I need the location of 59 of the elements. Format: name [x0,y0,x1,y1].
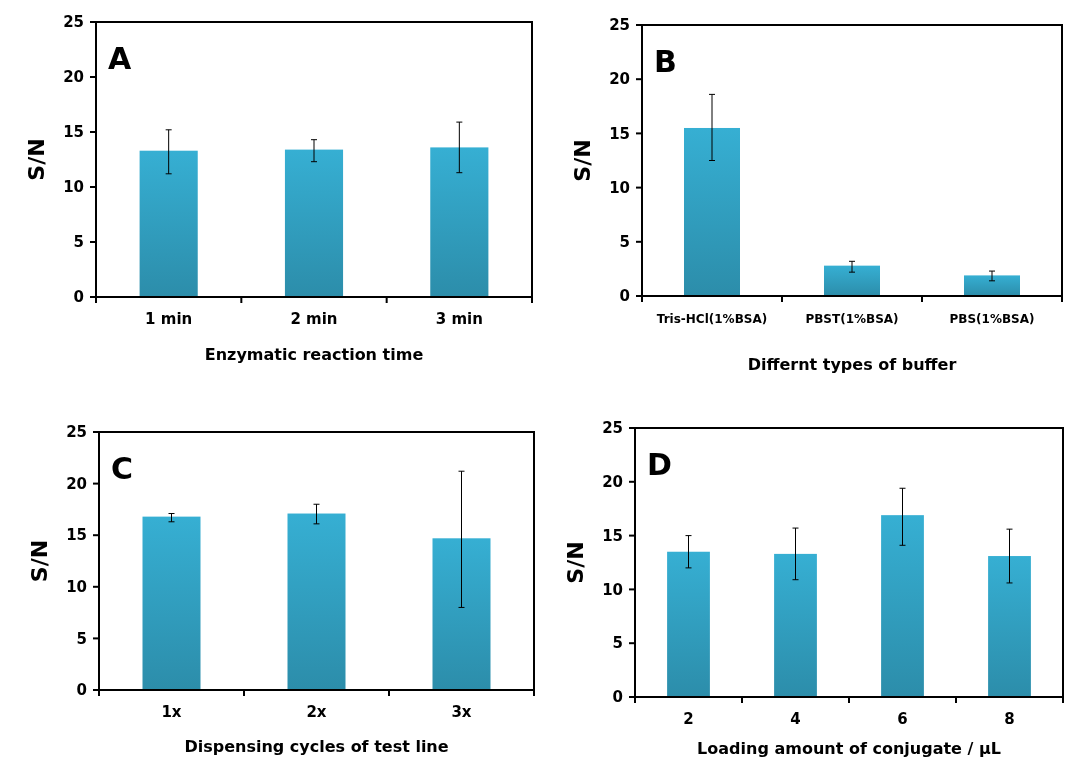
x-tick-label: Tris-HCl(1%BSA) [656,312,768,326]
y-tick-label: 20 [66,474,87,493]
y-tick-label: 5 [76,629,87,648]
y-tick-label: 25 [609,16,630,35]
bar [881,515,924,697]
y-tick-label: 10 [66,578,87,597]
y-tick-label: 25 [66,423,87,442]
x-tick-label: 1x [161,703,182,721]
x-tick-label: 2 [683,710,694,728]
x-tick-label: 1 min [145,310,193,328]
annotation: B [654,44,677,79]
x-tick-label: 2 min [290,310,338,328]
y-tick-label: 25 [602,419,623,438]
y-axis-title: S/N [563,541,588,584]
x-tick-label: 4 [790,710,801,728]
y-tick-label: 20 [609,70,630,89]
bar [988,556,1031,697]
bar [964,275,1020,296]
bar [667,551,710,697]
x-axis-title: Differnt types of buffer [747,355,957,374]
y-tick-label: 0 [612,688,623,707]
bar [774,553,817,697]
y-tick-label: 20 [63,68,84,87]
x-axis-title: Dispensing cycles of test line [184,737,449,756]
y-axis-title: S/N [24,138,49,181]
y-tick-label: 10 [63,178,84,197]
annotation: D [647,447,672,482]
y-tick-label: 15 [602,526,623,545]
annotation: C [111,451,134,486]
annotation: A [108,41,132,76]
x-tick-label: 3 min [435,310,483,328]
y-axis-title: S/N [27,539,52,583]
y-tick-label: 15 [609,124,630,143]
y-tick-label: 10 [602,580,623,599]
x-axis-title: Enzymatic reaction time [204,345,424,364]
y-tick-label: 10 [609,178,630,197]
bar [432,538,491,690]
bar [684,127,740,296]
y-tick-label: 0 [73,288,84,307]
x-tick-label: PBS(1%BSA) [949,312,1035,326]
bar [287,513,346,690]
x-tick-label: PBST(1%BSA) [805,312,899,326]
y-tick-label: 0 [619,287,630,306]
y-tick-label: 5 [73,233,84,252]
x-tick-label: 3x [451,703,472,721]
y-axis-title: S/N [570,139,595,182]
x-tick-label: 8 [1004,710,1015,728]
bar [824,265,880,296]
bar [142,516,201,690]
y-tick-label: 20 [602,473,623,492]
x-axis-title: Loading amount of conjugate / μL [697,739,1001,758]
y-tick-label: 5 [619,233,630,252]
y-tick-label: 15 [66,526,87,545]
y-tick-label: 15 [63,123,84,142]
y-tick-label: 25 [63,13,84,32]
x-tick-label: 2x [306,703,327,721]
y-tick-label: 5 [612,634,623,653]
x-tick-label: 6 [897,710,908,728]
y-tick-label: 0 [76,681,87,700]
